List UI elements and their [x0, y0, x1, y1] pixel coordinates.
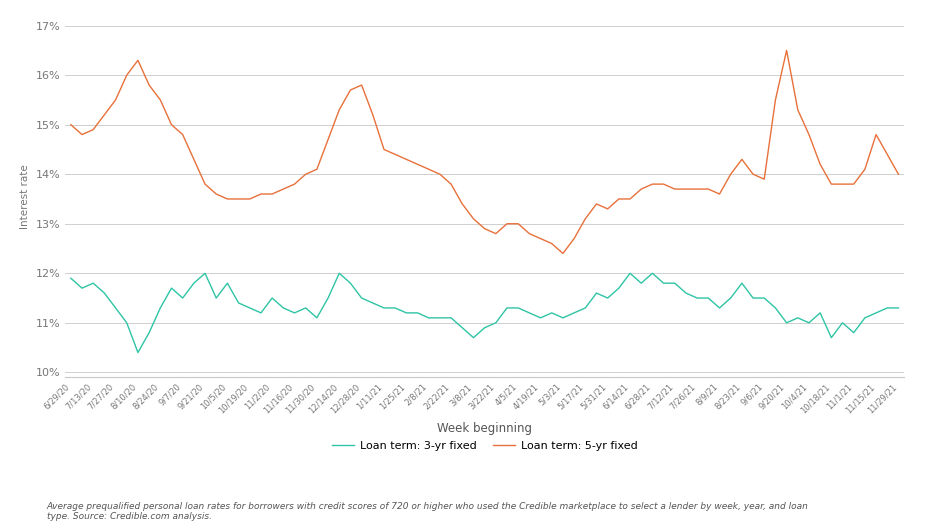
Loan term: 5-yr fixed: (74, 0.14): 5-yr fixed: (74, 0.14) — [893, 171, 904, 177]
Loan term: 5-yr fixed: (44, 0.124): 5-yr fixed: (44, 0.124) — [557, 250, 569, 257]
Loan term: 3-yr fixed: (68, 0.107): 3-yr fixed: (68, 0.107) — [826, 334, 837, 341]
Legend: Loan term: 3-yr fixed, Loan term: 5-yr fixed: Loan term: 3-yr fixed, Loan term: 5-yr f… — [327, 436, 642, 455]
Loan term: 3-yr fixed: (58, 0.113): 3-yr fixed: (58, 0.113) — [714, 305, 725, 311]
Loan term: 5-yr fixed: (62, 0.139): 5-yr fixed: (62, 0.139) — [759, 176, 770, 182]
Loan term: 3-yr fixed: (6, 0.104): 3-yr fixed: (6, 0.104) — [132, 350, 144, 356]
Loan term: 5-yr fixed: (68, 0.138): 5-yr fixed: (68, 0.138) — [826, 181, 837, 187]
Text: Average prequalified personal loan rates for borrowers with credit scores of 720: Average prequalified personal loan rates… — [47, 502, 808, 521]
Loan term: 3-yr fixed: (63, 0.113): 3-yr fixed: (63, 0.113) — [770, 305, 781, 311]
Loan term: 3-yr fixed: (7, 0.108): 3-yr fixed: (7, 0.108) — [144, 330, 155, 336]
Loan term: 3-yr fixed: (61, 0.115): 3-yr fixed: (61, 0.115) — [747, 295, 759, 301]
Loan term: 5-yr fixed: (59, 0.14): 5-yr fixed: (59, 0.14) — [725, 171, 736, 177]
Line: Loan term: 3-yr fixed: Loan term: 3-yr fixed — [71, 274, 898, 353]
X-axis label: Week beginning: Week beginning — [437, 422, 532, 435]
Loan term: 5-yr fixed: (0, 0.15): 5-yr fixed: (0, 0.15) — [65, 122, 76, 128]
Loan term: 5-yr fixed: (6, 0.163): 5-yr fixed: (6, 0.163) — [132, 57, 144, 63]
Loan term: 5-yr fixed: (64, 0.165): 5-yr fixed: (64, 0.165) — [781, 47, 792, 53]
Loan term: 3-yr fixed: (12, 0.12): 3-yr fixed: (12, 0.12) — [199, 270, 211, 277]
Loan term: 5-yr fixed: (60, 0.143): 5-yr fixed: (60, 0.143) — [736, 156, 747, 162]
Loan term: 3-yr fixed: (0, 0.119): 3-yr fixed: (0, 0.119) — [65, 275, 76, 281]
Loan term: 5-yr fixed: (57, 0.137): 5-yr fixed: (57, 0.137) — [703, 186, 714, 192]
Y-axis label: Interest rate: Interest rate — [21, 164, 30, 229]
Line: Loan term: 5-yr fixed: Loan term: 5-yr fixed — [71, 50, 898, 254]
Loan term: 3-yr fixed: (74, 0.113): 3-yr fixed: (74, 0.113) — [893, 305, 904, 311]
Loan term: 3-yr fixed: (60, 0.118): 3-yr fixed: (60, 0.118) — [736, 280, 747, 286]
